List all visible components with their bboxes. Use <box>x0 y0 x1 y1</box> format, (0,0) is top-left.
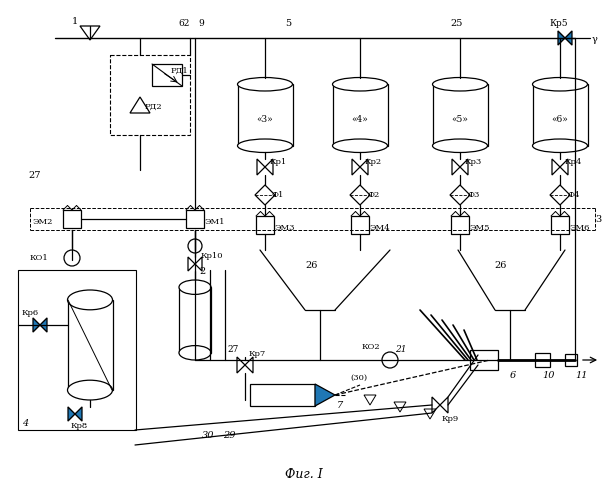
Text: 21: 21 <box>395 346 407 354</box>
Text: 25: 25 <box>450 20 462 28</box>
Text: γ: γ <box>592 36 598 44</box>
Text: 29: 29 <box>223 430 235 440</box>
Polygon shape <box>75 407 82 421</box>
Polygon shape <box>68 407 75 421</box>
Text: КО1: КО1 <box>30 254 49 262</box>
Text: 1: 1 <box>72 18 78 26</box>
Text: 7: 7 <box>337 400 344 409</box>
Ellipse shape <box>432 78 488 91</box>
Bar <box>432 84 488 146</box>
Text: ЭМ6: ЭМ6 <box>569 224 589 232</box>
Text: ЭМ4: ЭМ4 <box>369 224 390 232</box>
Polygon shape <box>40 318 47 332</box>
Bar <box>238 84 292 146</box>
Ellipse shape <box>533 78 587 91</box>
Text: 26: 26 <box>494 260 506 270</box>
Text: (30): (30) <box>350 374 367 382</box>
Circle shape <box>382 352 398 368</box>
Bar <box>67 300 112 390</box>
Text: Кр7: Кр7 <box>249 350 266 358</box>
Text: 3: 3 <box>595 216 601 224</box>
Bar <box>470 350 498 370</box>
Text: Кр10: Кр10 <box>201 252 224 260</box>
Text: 6: 6 <box>510 372 516 380</box>
Text: «6»: «6» <box>551 116 568 124</box>
Ellipse shape <box>179 280 211 294</box>
Polygon shape <box>558 31 565 45</box>
Text: Кр8: Кр8 <box>71 422 88 430</box>
Bar <box>186 210 204 228</box>
Text: Фиг. I: Фиг. I <box>285 468 323 481</box>
Text: «4»: «4» <box>351 116 368 124</box>
Text: 11: 11 <box>575 372 587 380</box>
Text: 4: 4 <box>22 420 28 428</box>
Text: РД1: РД1 <box>171 67 188 75</box>
Bar <box>63 210 81 228</box>
Text: 5: 5 <box>285 20 291 28</box>
Text: 30: 30 <box>202 430 215 440</box>
Bar <box>256 216 274 234</box>
Text: 2: 2 <box>199 268 206 276</box>
Text: Ф3: Ф3 <box>467 191 479 199</box>
Circle shape <box>188 239 202 253</box>
Text: Кр6: Кр6 <box>22 309 39 317</box>
Ellipse shape <box>179 346 211 360</box>
Bar <box>535 353 550 367</box>
Text: ЭМ3: ЭМ3 <box>274 224 294 232</box>
Text: 9: 9 <box>198 20 204 28</box>
Bar <box>179 287 211 353</box>
Bar <box>110 55 190 135</box>
Text: Кр9: Кр9 <box>442 415 459 423</box>
Ellipse shape <box>432 139 488 152</box>
Ellipse shape <box>238 78 292 91</box>
Text: ЭМ2: ЭМ2 <box>32 218 52 226</box>
Text: Ф1: Ф1 <box>272 191 285 199</box>
Text: Ф4: Ф4 <box>567 191 579 199</box>
Polygon shape <box>565 31 572 45</box>
Bar <box>152 64 182 86</box>
Bar <box>351 216 369 234</box>
Bar <box>18 270 136 430</box>
Ellipse shape <box>333 139 387 152</box>
Polygon shape <box>33 318 40 332</box>
Text: КО2: КО2 <box>362 343 381 351</box>
Text: Ф2: Ф2 <box>367 191 379 199</box>
Text: 10: 10 <box>542 372 554 380</box>
Bar <box>565 354 577 366</box>
Text: РД2: РД2 <box>145 103 162 111</box>
Text: Кр1: Кр1 <box>270 158 287 166</box>
Text: 62: 62 <box>178 20 189 28</box>
Text: ЭМ5: ЭМ5 <box>469 224 489 232</box>
Text: 26: 26 <box>305 260 317 270</box>
Ellipse shape <box>533 139 587 152</box>
Ellipse shape <box>67 380 112 400</box>
Circle shape <box>64 250 80 266</box>
Ellipse shape <box>238 139 292 152</box>
Text: ЭМ1: ЭМ1 <box>204 218 224 226</box>
Text: 27: 27 <box>227 344 238 354</box>
Bar <box>250 384 315 406</box>
Bar <box>333 84 387 146</box>
Text: Кр3: Кр3 <box>465 158 482 166</box>
Bar <box>551 216 569 234</box>
Bar <box>533 84 587 146</box>
Polygon shape <box>315 384 335 406</box>
Text: 27: 27 <box>28 170 41 179</box>
Bar <box>451 216 469 234</box>
Text: «3»: «3» <box>257 116 274 124</box>
Text: Кр5: Кр5 <box>549 20 568 28</box>
Ellipse shape <box>67 290 112 310</box>
Text: Кр4: Кр4 <box>565 158 582 166</box>
Text: «5»: «5» <box>452 116 469 124</box>
Ellipse shape <box>333 78 387 91</box>
Text: Кр2: Кр2 <box>365 158 382 166</box>
